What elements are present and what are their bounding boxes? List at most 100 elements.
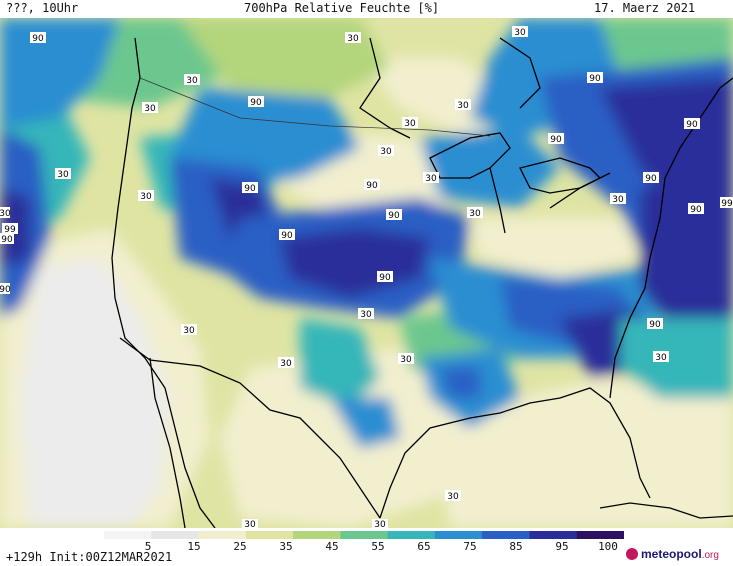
header-bar: ???, 10Uhr 700hPa Relative Feuchte [%] 1… — [0, 0, 733, 18]
svg-text:30: 30 — [186, 76, 198, 86]
contour-label: 30 — [610, 193, 626, 205]
contour-label: 30 — [467, 207, 483, 219]
forecast-time: ???, 10Uhr — [6, 1, 79, 15]
contour-label: 30 — [455, 99, 471, 111]
svg-text:90: 90 — [550, 135, 562, 145]
colorbar-segment — [340, 531, 389, 539]
colorbar-tick-label: 95 — [555, 540, 569, 553]
svg-text:30: 30 — [655, 353, 667, 363]
contour-label: 30 — [372, 519, 388, 528]
colorbar-segment — [434, 531, 483, 539]
svg-text:90: 90 — [0, 285, 11, 295]
contour-label: 90 — [688, 203, 704, 215]
colorbar-tick-label: 15 — [187, 540, 201, 553]
colorbar-segment — [482, 531, 530, 539]
contour-label: 90 — [0, 283, 11, 295]
svg-text:30: 30 — [347, 34, 359, 44]
svg-text:30: 30 — [183, 326, 195, 336]
contour-label: 30 — [345, 32, 361, 44]
humidity-map: 90 30 90 30 30 90 30 90 30 90 30 90 30 3… — [0, 18, 733, 528]
humidity-field — [0, 18, 733, 528]
contour-label: 30 — [242, 519, 258, 528]
contour-label: 90 — [386, 209, 402, 221]
contour-label: 30 — [181, 324, 197, 336]
colorbar-tick-label: 45 — [325, 540, 339, 553]
svg-text:90: 90 — [1, 235, 13, 245]
contour-label: 90 — [0, 233, 14, 245]
colorbar-segment — [104, 531, 152, 539]
colorbar-segment — [576, 531, 624, 539]
svg-text:30: 30 — [457, 101, 469, 111]
contour-label: 30 — [378, 145, 394, 157]
contour-label: 90 — [548, 133, 564, 145]
svg-text:90: 90 — [244, 184, 256, 194]
colorbar-tick-label: 35 — [279, 540, 293, 553]
svg-text:90: 90 — [366, 181, 378, 191]
footer: 5 15 25 35 45 55 65 75 85 95 100 +129h Init:00Z12M… — [0, 528, 733, 566]
svg-text:30: 30 — [447, 492, 459, 502]
contour-label: 90 — [242, 182, 258, 194]
colorbar-segment — [293, 531, 341, 539]
contour-label: 90 — [248, 96, 264, 108]
colorbar-segment — [198, 531, 247, 539]
svg-text:30: 30 — [144, 104, 156, 114]
svg-text:30: 30 — [244, 520, 256, 528]
svg-text:30: 30 — [400, 355, 412, 365]
contour-labels: 90 30 90 30 30 90 30 90 30 90 30 90 30 3… — [0, 26, 733, 528]
svg-text:30: 30 — [514, 28, 526, 38]
svg-text:30: 30 — [380, 147, 392, 157]
contour-label: 30 — [398, 353, 414, 365]
colorbar-segment — [151, 531, 200, 539]
svg-text:30: 30 — [404, 119, 416, 129]
svg-text:30: 30 — [360, 310, 372, 320]
svg-text:90: 90 — [281, 231, 293, 241]
colorbar-tick-label: 65 — [417, 540, 431, 553]
contour-label: 30 — [402, 117, 418, 129]
colorbar-tick-label: 85 — [509, 540, 523, 553]
svg-text:90: 90 — [649, 320, 661, 330]
contour-label: 90 — [30, 32, 46, 44]
svg-text:99: 99 — [4, 225, 16, 235]
init-time: +129h Init:00Z12MAR2021 — [6, 550, 173, 564]
contour-label: 30 — [512, 26, 528, 38]
colorbar-tick-label: 25 — [233, 540, 247, 553]
contour-label: 30 — [184, 74, 200, 86]
svg-text:30: 30 — [425, 174, 437, 184]
svg-text:90: 90 — [589, 74, 601, 84]
colorbar-segment — [387, 531, 436, 539]
contour-label: 90 — [643, 172, 659, 184]
country-borders — [139, 77, 491, 137]
contour-label: 99 — [720, 197, 733, 209]
coastlines — [111, 37, 733, 528]
meteopool-logo[interactable]: meteopool.org — [626, 547, 719, 561]
svg-text:90: 90 — [690, 205, 702, 215]
contour-label: 90 — [279, 229, 295, 241]
map-title: 700hPa Relative Feuchte [%] — [244, 1, 440, 15]
svg-text:90: 90 — [388, 211, 400, 221]
contour-label: 90 — [684, 118, 700, 130]
contour-label: 90 — [647, 318, 663, 330]
svg-text:30: 30 — [0, 209, 11, 219]
contour-label: 30 — [142, 102, 158, 114]
colorbar-tick-label: 75 — [463, 540, 477, 553]
svg-text:30: 30 — [140, 192, 152, 202]
colorbar-tick-label: 5 — [144, 540, 152, 553]
contour-label: 90 — [364, 179, 380, 191]
logo-icon — [626, 548, 638, 560]
svg-text:90: 90 — [250, 98, 262, 108]
contour-label: 99 — [2, 223, 18, 235]
colorbar-segment — [529, 531, 578, 539]
valid-date: 17. Maerz 2021 — [594, 1, 696, 15]
contour-label: 30 — [55, 168, 71, 180]
contour-label: 30 — [445, 490, 461, 502]
colorbar-tick-label: 100 — [598, 540, 618, 553]
svg-text:30: 30 — [57, 170, 69, 180]
colorbar-tick-label: 55 — [371, 540, 385, 553]
svg-text:30: 30 — [280, 359, 292, 369]
svg-text:30: 30 — [469, 209, 481, 219]
svg-text:30: 30 — [612, 195, 624, 205]
contour-label: 90 — [377, 271, 393, 283]
svg-text:99: 99 — [721, 199, 733, 209]
contour-label: 90 — [587, 72, 603, 84]
colorbar — [104, 531, 624, 539]
